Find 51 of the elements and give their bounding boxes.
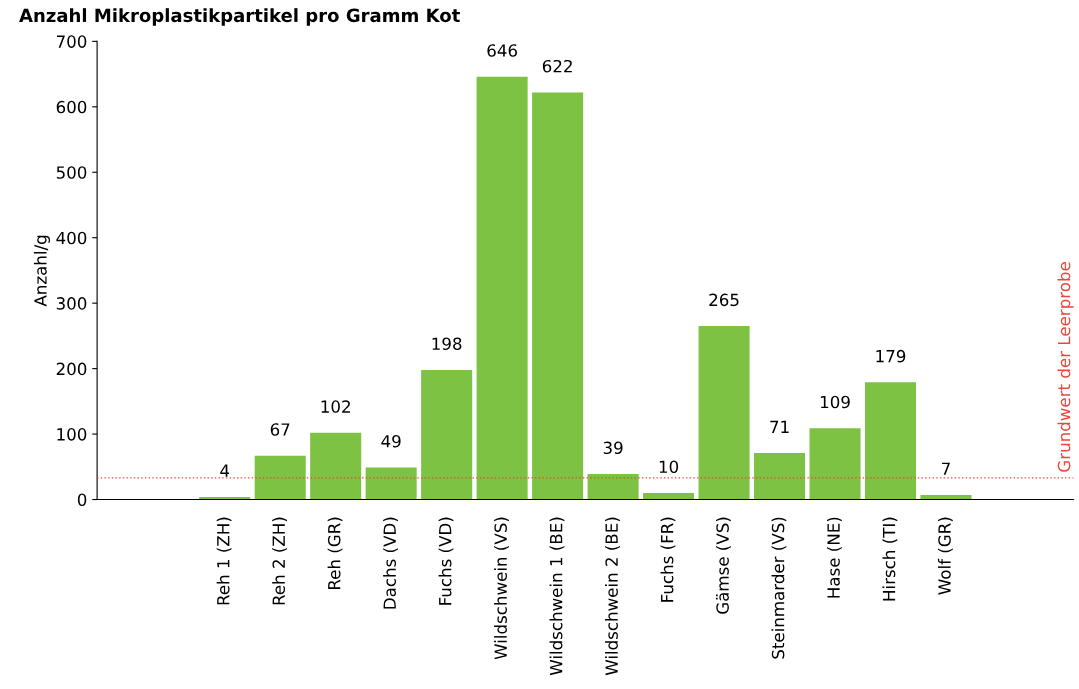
bar xyxy=(864,382,917,500)
x-tick-label: Wildschwein 1 (BE) xyxy=(549,517,565,676)
y-tick-label: 0 xyxy=(77,493,87,507)
data-label: 49 xyxy=(381,434,401,448)
x-tick-label: Wildschwein 2 (BE) xyxy=(605,517,620,676)
data-label: 10 xyxy=(659,460,679,474)
x-tick-label: Reh 1 (ZH) xyxy=(216,517,232,605)
data-label: 102 xyxy=(321,400,350,413)
data-label: 265 xyxy=(709,293,739,307)
y-tick-label: 700 xyxy=(56,35,87,48)
data-label: 39 xyxy=(603,441,623,455)
bar xyxy=(476,76,528,500)
y-tick-label: 400 xyxy=(56,231,87,245)
x-tick-label: Wolf (GR) xyxy=(937,517,953,595)
data-label: 67 xyxy=(270,423,290,436)
x-tick-label: Reh (GR) xyxy=(327,517,343,589)
bar xyxy=(532,92,584,500)
x-tick-label: Hirsch (TI) xyxy=(882,517,898,601)
data-label: 7 xyxy=(942,462,950,475)
data-label: 646 xyxy=(487,44,517,57)
data-label: 179 xyxy=(876,349,906,363)
x-tick-label: Gämse (VS) xyxy=(716,517,731,614)
y-tick-label: 500 xyxy=(56,166,87,179)
data-label: 198 xyxy=(432,337,462,351)
x-tick-label: Fuchs (FR) xyxy=(660,517,676,602)
bar xyxy=(643,492,695,500)
ref-line-label: Grundwert der Leerprobe xyxy=(1057,262,1074,472)
y-tick-label: 200 xyxy=(56,362,87,376)
bar xyxy=(365,467,417,500)
bar xyxy=(698,326,750,500)
x-tick-label: Hase (NE) xyxy=(826,517,842,598)
bar xyxy=(754,453,806,500)
data-label: 622 xyxy=(542,59,572,73)
x-tick-label: Wildschwein (VS) xyxy=(494,517,509,660)
bar xyxy=(421,369,473,500)
data-label: 71 xyxy=(770,420,789,433)
y-tick-label: 300 xyxy=(56,297,87,310)
data-label: 109 xyxy=(820,395,850,409)
data-label: 4 xyxy=(220,464,230,477)
y-tick-label: 100 xyxy=(57,428,87,441)
bar xyxy=(809,428,861,500)
y-tick-label: 600 xyxy=(56,100,87,114)
x-tick-label: Reh 2 (ZH) xyxy=(272,517,287,605)
x-tick-label: Dachs (VD) xyxy=(383,517,398,609)
bar xyxy=(310,432,362,500)
bar xyxy=(587,474,639,500)
x-tick-label: Steinmarder (VS) xyxy=(771,517,787,659)
x-tick-label: Fuchs (VD) xyxy=(438,517,454,605)
chart-title: Anzahl Mikroplastikpartikel pro Gramm Kot xyxy=(19,8,460,26)
y-axis-title: Anzahl/g xyxy=(33,235,51,307)
bar xyxy=(254,455,306,500)
